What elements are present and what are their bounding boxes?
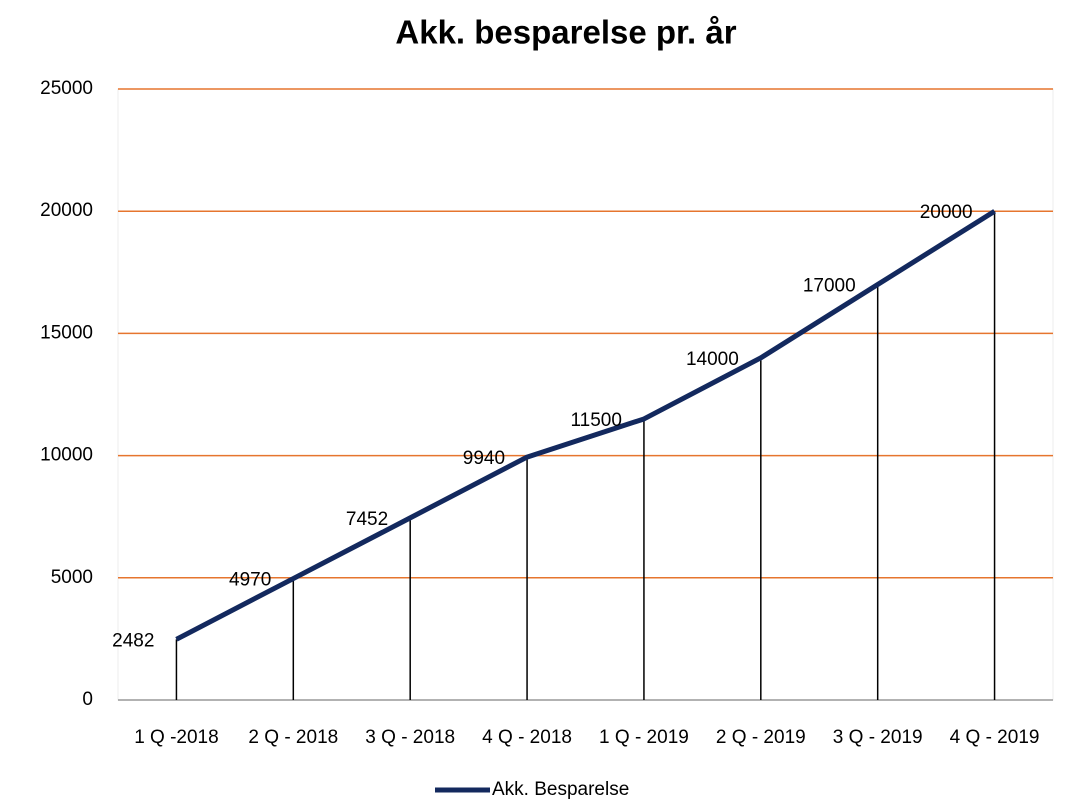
x-tick-label: 1 Q -2018 xyxy=(134,727,219,748)
x-tick-label: 3 Q - 2018 xyxy=(365,727,455,748)
data-label: 4970 xyxy=(229,570,271,591)
data-label: 9940 xyxy=(463,448,505,469)
data-label: 2482 xyxy=(112,630,154,651)
chart-title: Akk. besparelse pr. år xyxy=(395,14,736,51)
x-tick-label: 4 Q - 2018 xyxy=(482,727,572,748)
legend-label: Akk. Besparelse xyxy=(492,779,629,800)
y-tick-label: 5000 xyxy=(51,567,93,588)
x-tick-label: 2 Q - 2019 xyxy=(716,727,806,748)
x-tick-label: 3 Q - 2019 xyxy=(833,727,923,748)
plot-area xyxy=(117,88,1054,701)
data-label: 14000 xyxy=(686,349,739,370)
data-label: 7452 xyxy=(346,509,388,530)
y-tick-label: 15000 xyxy=(40,322,93,343)
x-tick-label: 1 Q - 2019 xyxy=(599,727,689,748)
y-tick-label: 20000 xyxy=(40,200,93,221)
x-tick-label: 2 Q - 2018 xyxy=(248,727,338,748)
y-tick-label: 0 xyxy=(82,689,93,710)
data-label: 17000 xyxy=(803,276,856,297)
y-tick-label: 10000 xyxy=(40,445,93,466)
series-line xyxy=(175,209,996,642)
data-label: 11500 xyxy=(571,410,622,431)
data-label: 20000 xyxy=(920,202,973,223)
y-tick-label: 25000 xyxy=(40,78,93,99)
x-tick-label: 4 Q - 2019 xyxy=(950,727,1040,748)
